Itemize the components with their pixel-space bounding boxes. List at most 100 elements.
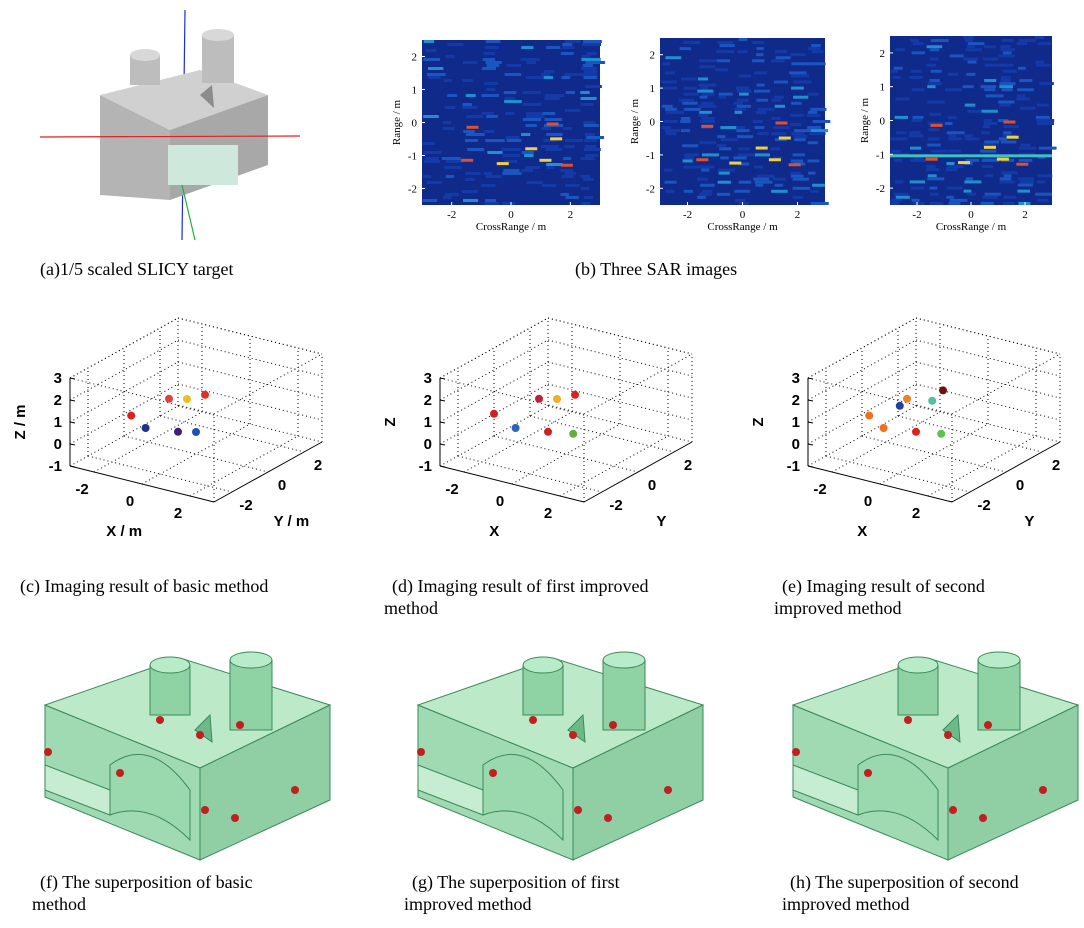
speckle	[895, 116, 908, 119]
speckle	[527, 181, 543, 184]
speckle	[581, 97, 597, 100]
z-axis-label: Z	[382, 417, 399, 426]
speckle	[541, 127, 551, 130]
speckle	[911, 119, 922, 122]
speckle	[718, 169, 735, 172]
speckle	[1001, 140, 1016, 143]
speckle	[913, 42, 924, 45]
speckle	[541, 145, 559, 148]
speckle	[737, 153, 754, 156]
scatter-overlay	[944, 731, 952, 739]
speckle	[442, 127, 454, 130]
scatterer	[984, 146, 996, 149]
caption: (e) Imaging result of second	[782, 576, 985, 597]
speckle	[737, 90, 752, 93]
speckle	[719, 93, 733, 96]
speckle	[506, 64, 521, 67]
z-tick-label: 2	[54, 392, 62, 409]
speckle	[1001, 76, 1011, 79]
speckle	[482, 67, 496, 70]
z-tick-label: 0	[54, 436, 62, 453]
z-tick-label: 1	[792, 414, 800, 431]
speckle	[661, 81, 677, 84]
x-tick-label: 2	[568, 209, 574, 221]
speckle	[484, 172, 492, 175]
speckle	[755, 126, 765, 129]
y-tick-label: -2	[876, 183, 885, 195]
scatter-overlay	[231, 814, 239, 822]
speckle	[946, 196, 953, 199]
z-tick-label: 2	[792, 392, 800, 409]
speckle	[980, 85, 996, 88]
speckle	[737, 99, 749, 102]
speckle	[697, 90, 713, 93]
speckle	[793, 135, 807, 138]
speckle	[702, 190, 712, 193]
scatterer	[1016, 163, 1028, 166]
speckle	[948, 73, 958, 76]
speckle	[716, 50, 734, 53]
speckle	[752, 41, 764, 44]
caption: improved method	[774, 598, 901, 618]
speckle	[701, 102, 714, 105]
speckle	[794, 138, 805, 141]
speckle	[563, 157, 571, 160]
speckle	[790, 172, 801, 175]
y-tick-label: -2	[609, 497, 622, 514]
speckle	[697, 178, 708, 181]
speckle	[891, 150, 901, 153]
speckle	[1037, 180, 1046, 183]
caption: improved method	[782, 894, 909, 914]
speckle	[585, 133, 595, 136]
z-tick-label: 3	[54, 370, 62, 387]
speckle	[1017, 94, 1026, 97]
speckle	[808, 159, 820, 162]
speckle	[791, 175, 804, 178]
cylinder	[202, 35, 234, 83]
figure: (a)1/5 scaled SLICY target(b) Three SAR …	[0, 0, 1084, 928]
speckle	[791, 132, 804, 135]
point	[553, 395, 561, 403]
speckle	[698, 77, 708, 80]
speckle	[665, 56, 681, 59]
speckle	[912, 51, 925, 54]
speckle	[757, 175, 775, 178]
speckle	[666, 132, 677, 135]
speckle	[427, 73, 446, 76]
speckle	[1017, 88, 1034, 91]
speckle	[999, 180, 1015, 183]
speckle	[927, 177, 944, 180]
speckle	[999, 137, 1007, 140]
speckle	[756, 184, 764, 187]
speckle	[999, 85, 1013, 88]
speckle	[502, 154, 520, 157]
speckle	[424, 40, 434, 43]
page: (a)1/5 scaled SLICY target(b) Three SAR …	[0, 0, 1084, 928]
point	[544, 428, 552, 436]
speckle	[984, 79, 996, 82]
point	[142, 424, 150, 432]
speckle	[773, 178, 786, 181]
y-axis-label: Range / m	[629, 98, 641, 144]
speckle	[755, 153, 770, 156]
y-axis-label: Y / m	[274, 513, 310, 530]
speckle	[930, 58, 939, 61]
speckle	[1038, 42, 1051, 45]
speckle	[930, 193, 939, 196]
speckle	[581, 187, 589, 190]
speckle	[928, 137, 940, 140]
speckle	[585, 145, 597, 148]
speckle	[986, 94, 1004, 97]
speckle	[950, 199, 968, 202]
x-tick-label: -2	[683, 209, 692, 221]
speckle	[561, 169, 574, 172]
speckle	[807, 114, 821, 117]
speckle	[808, 111, 817, 114]
scatter-overlay	[529, 716, 537, 724]
x-tick-label: 0	[864, 493, 872, 510]
streak	[890, 154, 1052, 157]
speckle	[1000, 45, 1010, 48]
speckle	[930, 48, 939, 51]
x-tick-label: 2	[795, 209, 801, 221]
speckle	[733, 156, 746, 159]
